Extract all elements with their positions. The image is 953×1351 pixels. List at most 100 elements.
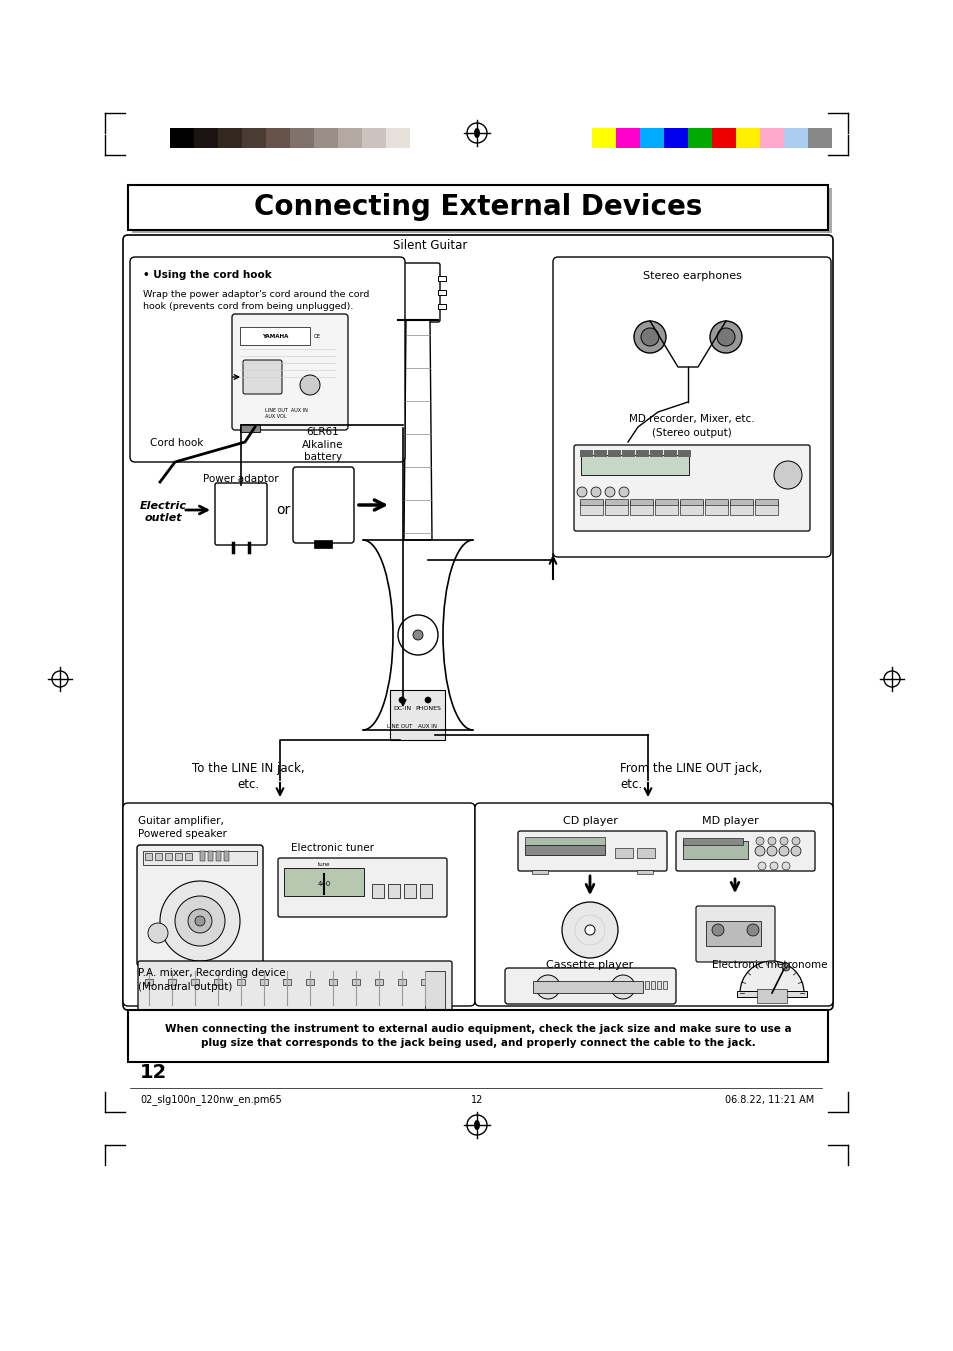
Circle shape xyxy=(194,916,205,925)
Circle shape xyxy=(717,328,734,346)
Bar xyxy=(329,979,336,985)
Circle shape xyxy=(779,846,788,857)
FancyBboxPatch shape xyxy=(475,802,832,1006)
Text: LINE OUT: LINE OUT xyxy=(387,724,413,728)
FancyBboxPatch shape xyxy=(293,467,354,543)
Text: Silent Guitar: Silent Guitar xyxy=(393,239,467,253)
Text: 02_slg100n_120nw_en.pm65: 02_slg100n_120nw_en.pm65 xyxy=(140,1094,281,1105)
Text: P.A. mixer, Recording device: P.A. mixer, Recording device xyxy=(138,969,285,978)
Bar xyxy=(636,450,648,457)
Circle shape xyxy=(536,975,559,998)
FancyBboxPatch shape xyxy=(123,235,832,1011)
Bar xyxy=(729,501,752,515)
Bar xyxy=(128,1011,827,1062)
Bar xyxy=(679,499,702,505)
Circle shape xyxy=(767,838,775,844)
Bar xyxy=(704,499,727,505)
Circle shape xyxy=(413,630,422,640)
FancyBboxPatch shape xyxy=(676,831,814,871)
Bar xyxy=(644,981,648,989)
Bar xyxy=(390,690,444,740)
FancyBboxPatch shape xyxy=(553,257,830,557)
Bar xyxy=(314,540,332,549)
Bar xyxy=(639,128,663,149)
Bar xyxy=(352,979,359,985)
Circle shape xyxy=(618,982,627,992)
Circle shape xyxy=(640,328,659,346)
Bar xyxy=(170,128,193,149)
Bar xyxy=(711,128,735,149)
Bar xyxy=(663,128,687,149)
Bar xyxy=(410,128,434,149)
Wedge shape xyxy=(740,961,803,993)
Bar xyxy=(629,499,652,505)
FancyBboxPatch shape xyxy=(130,257,405,462)
Bar xyxy=(372,884,384,898)
FancyBboxPatch shape xyxy=(214,484,267,544)
Bar xyxy=(290,128,314,149)
Text: Electronic tuner: Electronic tuner xyxy=(291,843,374,852)
Bar xyxy=(621,450,635,457)
FancyBboxPatch shape xyxy=(517,831,666,871)
Circle shape xyxy=(542,982,553,992)
Text: (Stereo output): (Stereo output) xyxy=(652,428,731,438)
Bar xyxy=(437,290,446,295)
Text: 12: 12 xyxy=(140,1063,167,1082)
Bar xyxy=(145,852,152,861)
Bar xyxy=(524,838,604,844)
Circle shape xyxy=(424,697,431,703)
Circle shape xyxy=(577,486,586,497)
Text: AUX IN: AUX IN xyxy=(418,724,437,728)
Bar xyxy=(165,852,172,861)
Bar xyxy=(579,450,593,457)
Bar xyxy=(420,979,429,985)
FancyBboxPatch shape xyxy=(137,844,263,966)
Text: PHONES: PHONES xyxy=(415,705,440,711)
Bar xyxy=(200,851,205,861)
Bar xyxy=(532,870,547,874)
Circle shape xyxy=(711,924,723,936)
Circle shape xyxy=(604,486,615,497)
Text: • Using the cord hook: • Using the cord hook xyxy=(143,270,272,280)
Circle shape xyxy=(746,924,759,936)
Text: To the LINE IN jack,
etc.: To the LINE IN jack, etc. xyxy=(192,762,304,790)
Bar xyxy=(678,450,690,457)
Bar xyxy=(236,979,245,985)
Text: YAMAHA: YAMAHA xyxy=(261,334,288,339)
Circle shape xyxy=(709,322,741,353)
Bar xyxy=(637,870,652,874)
Bar xyxy=(783,128,807,149)
Bar xyxy=(314,128,337,149)
Bar xyxy=(637,848,655,858)
Bar xyxy=(735,128,760,149)
Bar xyxy=(388,884,399,898)
Bar xyxy=(361,128,386,149)
Text: Cassette player: Cassette player xyxy=(546,961,633,970)
Bar xyxy=(284,867,364,896)
Bar xyxy=(306,979,314,985)
Text: Stereo earphones: Stereo earphones xyxy=(642,272,740,281)
Circle shape xyxy=(634,322,665,353)
Bar xyxy=(390,304,397,309)
FancyBboxPatch shape xyxy=(574,444,809,531)
Text: tune: tune xyxy=(317,862,330,867)
Bar xyxy=(213,979,222,985)
Circle shape xyxy=(781,963,789,971)
Text: 12: 12 xyxy=(471,1096,482,1105)
Bar xyxy=(662,981,666,989)
Bar xyxy=(397,979,406,985)
Text: (Monaural output): (Monaural output) xyxy=(138,982,233,992)
Circle shape xyxy=(754,846,764,857)
Text: Powered speaker: Powered speaker xyxy=(138,830,227,839)
Bar xyxy=(704,501,727,515)
Polygon shape xyxy=(403,320,432,540)
FancyBboxPatch shape xyxy=(277,858,447,917)
Bar xyxy=(592,128,616,149)
Bar xyxy=(174,852,182,861)
Bar xyxy=(682,842,747,859)
Bar xyxy=(687,128,711,149)
Bar xyxy=(266,128,290,149)
Circle shape xyxy=(299,376,319,394)
Bar xyxy=(215,851,221,861)
Text: Power adaptor: Power adaptor xyxy=(203,474,278,484)
